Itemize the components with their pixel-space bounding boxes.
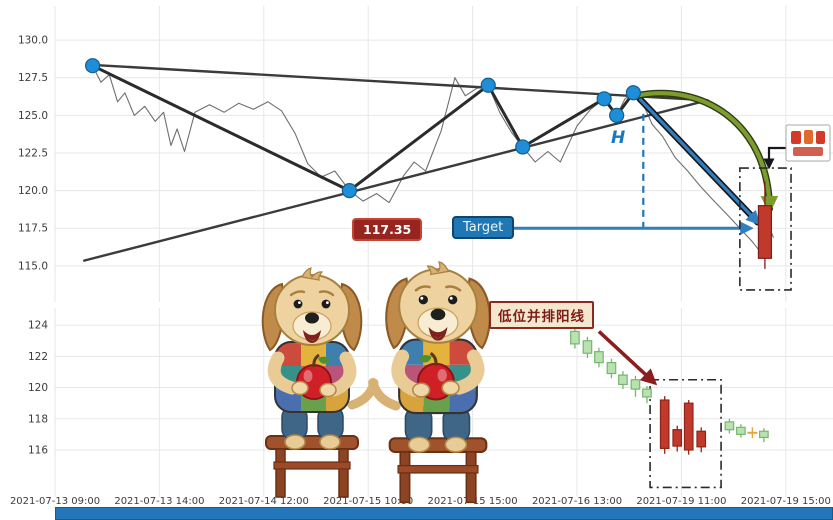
- svg-text:2021-07-13 09:00: 2021-07-13 09:00: [10, 496, 100, 507]
- svg-text:122: 122: [28, 351, 48, 363]
- svg-text:122.5: 122.5: [18, 147, 48, 159]
- svg-text:2021-07-14 12:00: 2021-07-14 12:00: [219, 496, 309, 507]
- svg-text:2021-07-15 10:00: 2021-07-15 10:00: [323, 496, 413, 507]
- svg-text:118: 118: [28, 413, 48, 425]
- price-annotation-label: 117.35: [352, 218, 423, 241]
- svg-text:116: 116: [28, 444, 48, 456]
- svg-text:2021-07-13 14:00: 2021-07-13 14:00: [114, 496, 204, 507]
- stamp-image: [785, 124, 831, 162]
- svg-text:120: 120: [28, 382, 48, 394]
- x-range-slider[interactable]: [55, 507, 833, 520]
- svg-text:120.0: 120.0: [18, 185, 48, 197]
- target-annotation-button: Target: [452, 216, 515, 239]
- svg-text:127.5: 127.5: [18, 72, 48, 84]
- svg-text:115.0: 115.0: [18, 260, 48, 272]
- svg-text:124: 124: [28, 320, 48, 332]
- pattern-annotation-label: 低位并排阳线: [489, 301, 594, 329]
- svg-text:130.0: 130.0: [18, 35, 48, 47]
- svg-text:2021-07-19 15:00: 2021-07-19 15:00: [741, 496, 831, 507]
- h-measure-label: H: [611, 128, 626, 148]
- svg-text:117.5: 117.5: [18, 223, 48, 235]
- svg-text:125.0: 125.0: [18, 110, 48, 122]
- puppies-illustration: [263, 262, 490, 502]
- svg-text:2021-07-16 13:00: 2021-07-16 13:00: [532, 496, 622, 507]
- svg-text:2021-07-19 11:00: 2021-07-19 11:00: [636, 496, 726, 507]
